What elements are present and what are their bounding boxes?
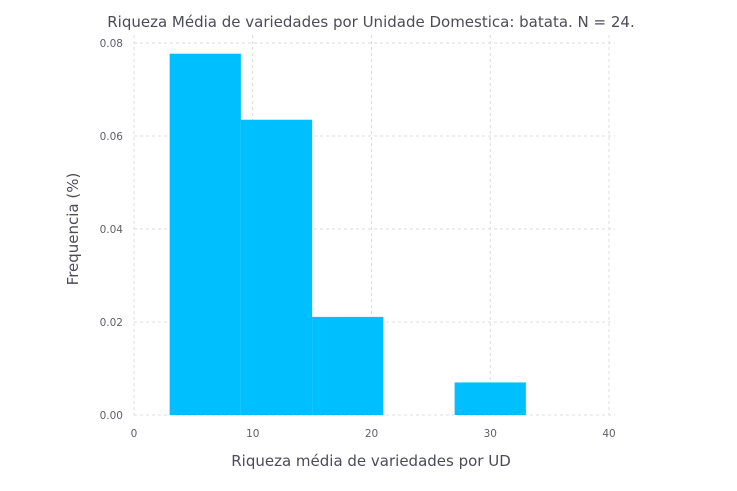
- histogram-bar: [454, 382, 526, 415]
- y-tick-label: 0.00: [100, 410, 123, 422]
- y-tick-label: 0.08: [100, 38, 123, 50]
- x-tick-label: 30: [484, 428, 497, 440]
- x-axis-label: Riqueza média de variedades por UD: [231, 452, 511, 470]
- x-tick-label: 0: [131, 428, 138, 440]
- y-tick-label: 0.02: [100, 317, 123, 329]
- tick-labels: 0.00 0.02 0.04 0.06 0.08 0 10 20 30 40: [100, 38, 616, 440]
- y-tick-label: 0.06: [100, 131, 124, 143]
- y-axis-label: Frequencia (%): [64, 173, 82, 286]
- histogram-bar: [169, 53, 241, 415]
- histogram-bar: [312, 316, 384, 415]
- x-tick-label: 20: [365, 428, 378, 440]
- y-tick-label: 0.04: [100, 224, 124, 236]
- x-tick-label: 40: [602, 428, 615, 440]
- x-tick-label: 10: [246, 428, 259, 440]
- histogram-bar: [240, 119, 313, 415]
- chart-title: Riqueza Média de variedades por Unidade …: [107, 13, 634, 31]
- bars: [169, 53, 526, 415]
